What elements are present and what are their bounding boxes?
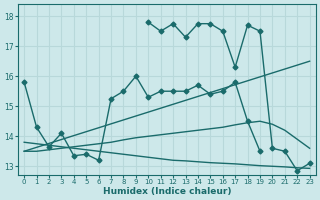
X-axis label: Humidex (Indice chaleur): Humidex (Indice chaleur): [103, 187, 231, 196]
